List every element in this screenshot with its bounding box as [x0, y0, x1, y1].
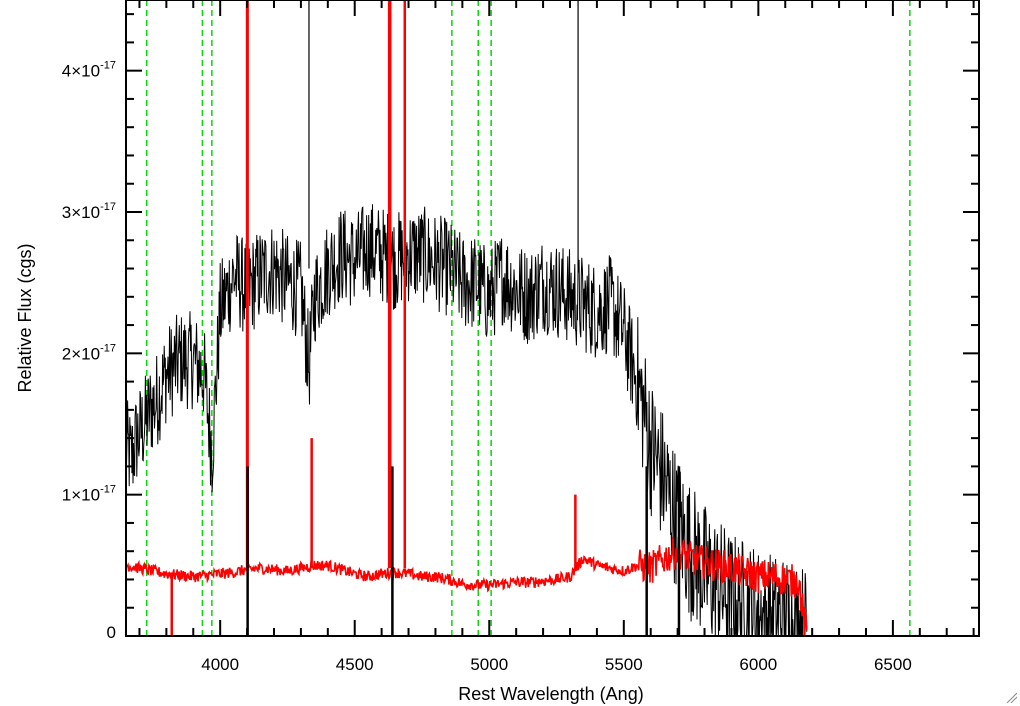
series-line-1	[126, 536, 808, 636]
x-tick-label-4000: 4000	[201, 655, 239, 674]
x-tick-label-6000: 6000	[739, 655, 777, 674]
y-tick-label: 2×10-17	[62, 342, 116, 363]
y-tick-label: 4×10-17	[62, 60, 116, 81]
x-tick-labels: 4000 4500 5000 5500 6000 6500	[201, 655, 912, 674]
y-tick-mantissa: 0	[107, 623, 116, 642]
y-tick-exponent: -17	[100, 60, 116, 72]
y-tick-mantissa: 1×10	[62, 486, 100, 505]
y-tick-exponent: -17	[100, 484, 116, 496]
y-tick-label: 3×10-17	[62, 201, 116, 222]
x-axis-label: Rest Wavelength (Ang)	[458, 684, 643, 704]
y-tick-labels: 01×10-172×10-173×10-174×10-17	[62, 60, 116, 642]
y-tick-label: 0	[107, 623, 116, 642]
y-tick-exponent: -17	[100, 342, 116, 354]
x-tick-label-5500: 5500	[605, 655, 643, 674]
y-tick-mantissa: 4×10	[62, 62, 100, 81]
x-tick-label-4500: 4500	[336, 655, 374, 674]
y-axis-label: Relative Flux (cgs)	[15, 243, 35, 392]
y-tick-exponent: -17	[100, 201, 116, 213]
series-line-0	[126, 204, 808, 636]
axis-ticks	[126, 0, 979, 637]
x-tick-label-6500: 6500	[874, 655, 912, 674]
resize-grip-icon[interactable]	[1005, 691, 1017, 703]
x-tick-label-5000: 5000	[470, 655, 508, 674]
spectrum-series	[126, 0, 979, 636]
y-tick-mantissa: 2×10	[62, 344, 100, 363]
plot-frame	[125, 0, 980, 637]
y-tick-label: 1×10-17	[62, 484, 116, 505]
y-tick-mantissa: 3×10	[62, 203, 100, 222]
